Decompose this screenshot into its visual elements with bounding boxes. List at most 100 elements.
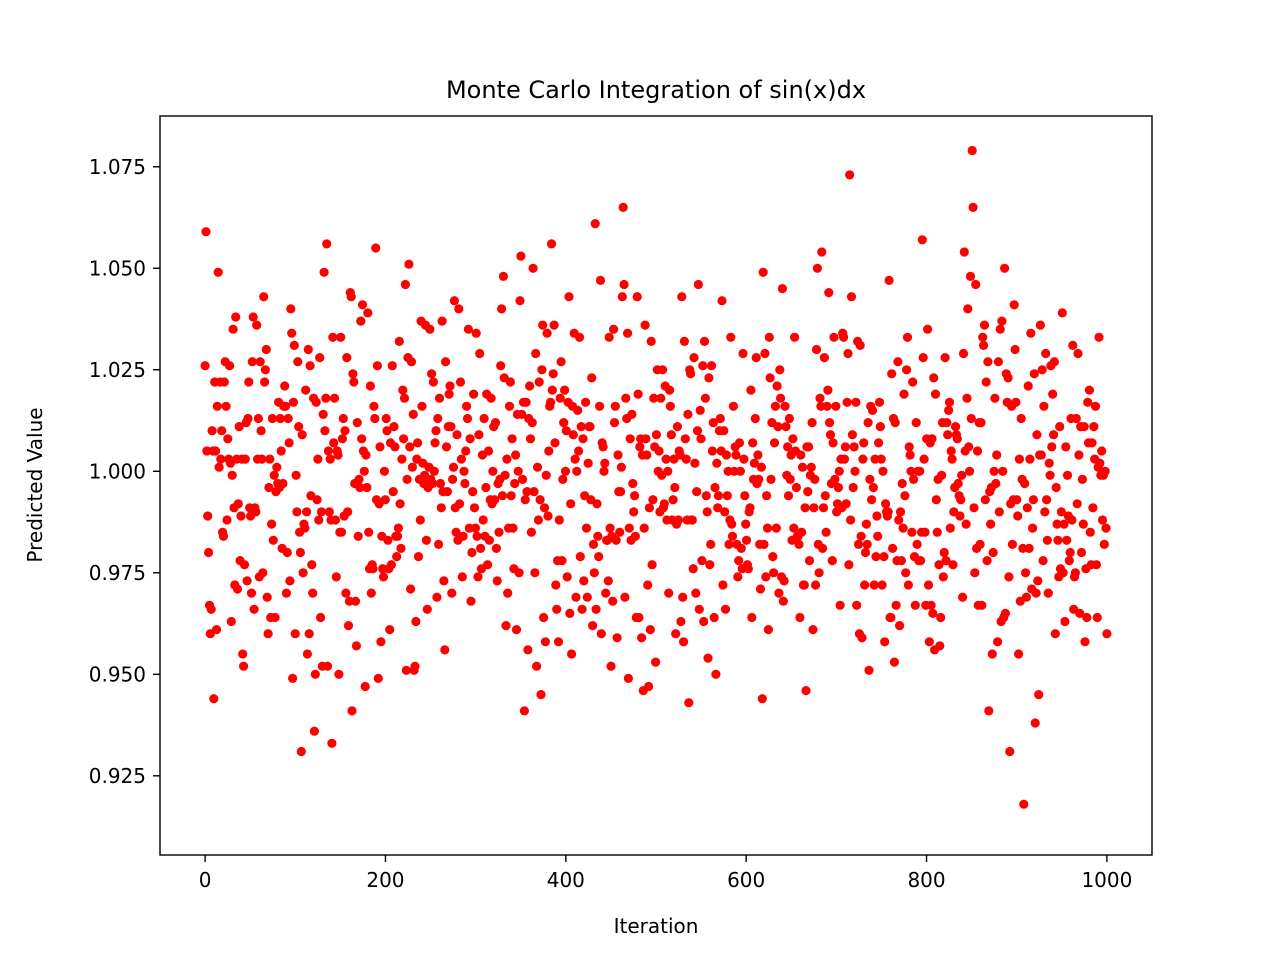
scatter-point [516, 251, 526, 261]
scatter-point [200, 361, 210, 371]
scatter-point [761, 572, 771, 582]
scatter-point [375, 442, 385, 452]
scatter-point [357, 300, 368, 310]
scatter-point [1014, 454, 1024, 464]
scatter-point [644, 503, 655, 513]
scatter-point [648, 495, 658, 505]
scatter-point [683, 409, 693, 419]
scatter-point [915, 466, 925, 476]
scatter-point [346, 292, 356, 302]
scatter-point [309, 726, 319, 736]
scatter-point [315, 353, 325, 363]
scatter-point [641, 434, 651, 444]
scatter-point [637, 633, 647, 643]
scatter-point [643, 580, 653, 590]
scatter-point [1028, 523, 1038, 533]
scatter-point [228, 324, 238, 334]
scatter-point [1020, 478, 1030, 489]
scatter-point [751, 353, 761, 363]
scatter-point [808, 625, 818, 635]
scatter-point [463, 324, 473, 334]
scatter-point [472, 531, 482, 541]
scatter-point [665, 401, 676, 411]
scatter-point [990, 393, 1000, 403]
scatter-point [865, 474, 875, 484]
scatter-point [1060, 616, 1070, 627]
scatter-point [428, 377, 438, 387]
scatter-point [640, 320, 650, 330]
scatter-point [275, 413, 285, 424]
scatter-point [955, 511, 965, 521]
scatter-point [510, 450, 521, 460]
scatter-point [312, 495, 322, 505]
scatter-point [645, 625, 655, 635]
scatter-point [1030, 718, 1040, 728]
chart-title: Monte Carlo Integration of sin(x)dx [446, 76, 866, 104]
scatter-point [860, 580, 870, 590]
scatter-point [937, 470, 947, 480]
scatter-point [549, 320, 559, 330]
scatter-point [548, 369, 558, 379]
scatter-point [843, 348, 853, 359]
scatter-point [688, 564, 698, 574]
scatter-point [353, 531, 363, 541]
x-tick-label: 600 [727, 868, 765, 892]
scatter-point [842, 397, 852, 407]
scatter-point [1101, 523, 1111, 533]
scatter-point [288, 397, 298, 407]
scatter-point [527, 418, 537, 428]
scatter-point [995, 324, 1005, 334]
scatter-point [606, 661, 616, 671]
scatter-point [501, 621, 511, 631]
scatter-point [547, 385, 557, 395]
scatter-point [741, 519, 751, 529]
scatter-point [791, 482, 802, 493]
scatter-point [920, 527, 930, 537]
scatter-point [434, 393, 445, 403]
scatter-point [325, 454, 335, 464]
scatter-point [776, 393, 786, 403]
scatter-point [857, 633, 867, 643]
scatter-point [881, 499, 891, 509]
scatter-point [769, 438, 780, 448]
scatter-point [972, 446, 983, 456]
scatter-point [855, 340, 865, 350]
scatter-point [824, 288, 834, 298]
scatter-point [784, 413, 795, 424]
scatter-point [758, 267, 768, 277]
scatter-point [455, 499, 465, 509]
scatter-point [893, 357, 903, 367]
scatter-point [530, 568, 540, 578]
scatter-point [644, 681, 654, 692]
scatter-point [1033, 576, 1043, 586]
scatter-point [620, 592, 630, 602]
scatter-point [872, 511, 882, 521]
scatter-point [936, 612, 946, 623]
scatter-point [349, 377, 359, 387]
scatter-point [478, 515, 488, 525]
scatter-point [840, 442, 851, 452]
scatter-point [700, 393, 711, 403]
scatter-point [541, 470, 551, 480]
scatter-point [839, 332, 849, 342]
scatter-point [834, 466, 844, 476]
scatter-point [603, 576, 613, 586]
scatter-point [382, 426, 392, 436]
scatter-point [500, 470, 510, 480]
scatter-point [316, 507, 326, 517]
scatter-point [1052, 519, 1062, 529]
scatter-point [1049, 357, 1059, 367]
scatter-point [1021, 568, 1031, 578]
scatter-point [945, 523, 955, 533]
scatter-point [697, 556, 707, 566]
scatter-point [1079, 422, 1089, 432]
scatter-point [825, 418, 835, 428]
scatter-point [1029, 369, 1039, 379]
scatter-point [745, 503, 755, 513]
scatter-point [873, 531, 883, 541]
scatter-point [862, 539, 872, 550]
scatter-point [575, 552, 585, 562]
scatter-point [871, 552, 881, 562]
scatter-point [760, 348, 770, 359]
scatter-point [997, 316, 1007, 326]
